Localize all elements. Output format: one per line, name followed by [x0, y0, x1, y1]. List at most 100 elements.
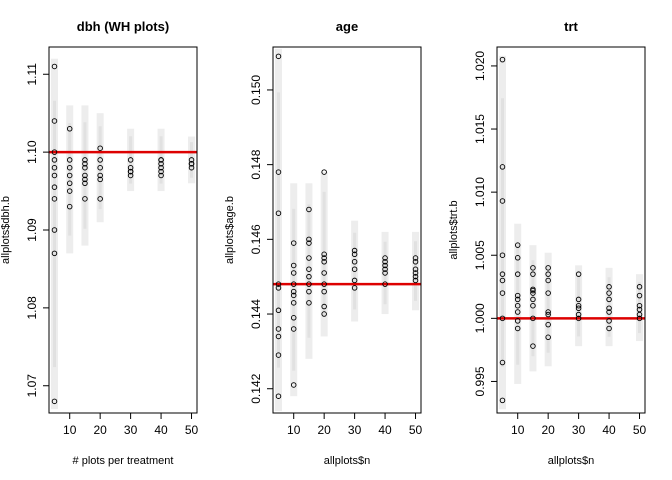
data-point	[514, 309, 521, 315]
data-point	[499, 271, 506, 277]
distribution-band-core	[383, 241, 387, 305]
data-point	[51, 196, 58, 202]
x-tick-label: 10	[63, 423, 77, 437]
data-point	[530, 302, 536, 309]
data-point	[290, 292, 297, 299]
data-point	[545, 334, 551, 341]
data-point	[82, 161, 88, 167]
data-point	[306, 288, 312, 295]
data-point	[499, 315, 506, 322]
data-point	[82, 180, 88, 187]
data-point	[530, 265, 536, 271]
data-point	[412, 255, 419, 261]
distribution-band-core	[68, 123, 72, 236]
y-tick-label: 0.995	[473, 366, 487, 396]
data-point	[97, 145, 103, 151]
data-point	[158, 164, 164, 171]
data-point	[514, 296, 521, 303]
data-point	[382, 281, 388, 287]
data-point	[545, 290, 551, 296]
data-point	[545, 271, 551, 277]
data-point	[412, 273, 419, 280]
data-point	[82, 157, 88, 163]
distribution-band-core	[52, 100, 56, 368]
data-point	[290, 240, 297, 246]
data-point	[275, 333, 282, 340]
data-point	[188, 164, 195, 171]
panel-title: dbh (WH plots)	[77, 19, 169, 34]
y-tick-label: 0.146	[249, 224, 263, 254]
data-point	[606, 325, 612, 332]
data-point	[412, 270, 419, 276]
data-point	[127, 164, 134, 171]
data-point	[275, 326, 282, 332]
data-point	[545, 311, 551, 318]
data-point	[321, 311, 327, 317]
data-point	[606, 290, 612, 296]
distribution-band-core	[500, 98, 504, 367]
panel-1: 10 20 30 40 50 1.07 1.08 1.09 1.10 1.11 dbh (WH pl…	[0, 19, 199, 467]
data-point	[499, 252, 506, 258]
plot-frame	[272, 46, 422, 414]
data-point	[530, 343, 536, 349]
data-point	[275, 53, 282, 60]
data-point	[51, 63, 58, 70]
y-tick-label: 1.020	[473, 51, 487, 81]
data-point	[66, 180, 73, 187]
y-tick-label: 1.08	[25, 296, 39, 320]
data-point	[275, 169, 282, 175]
y-tick-label: 1.015	[473, 114, 487, 144]
distribution-band-core	[83, 122, 87, 229]
data-point	[606, 296, 612, 303]
x-tick-label: 50	[409, 423, 423, 437]
data-point	[82, 172, 88, 179]
data-point	[306, 266, 312, 272]
data-point	[575, 315, 582, 322]
y-axis-label: allplots$age.b	[224, 196, 236, 264]
x-axis-label: allplots$n	[548, 455, 594, 467]
data-point	[275, 352, 282, 358]
data-point	[382, 255, 388, 261]
y-tick-label: 1.010	[473, 177, 487, 207]
plot-frame	[496, 46, 646, 414]
data-point	[412, 266, 419, 272]
panel-3: 10 20 30 40 50 0.995 1.000 1.005 1.010 1.015 1.020…	[448, 19, 647, 467]
data-point	[97, 157, 103, 163]
plot-area	[273, 48, 421, 412]
distribution-band-core	[98, 126, 102, 210]
data-point	[51, 118, 58, 124]
data-point	[97, 172, 103, 179]
data-point	[514, 271, 521, 277]
data-point	[606, 318, 612, 324]
data-point	[499, 359, 506, 366]
data-point	[575, 311, 582, 318]
y-tick-label: 1.11	[25, 63, 39, 86]
data-point	[499, 290, 506, 296]
data-point	[51, 227, 58, 233]
data-point	[321, 255, 327, 261]
data-point	[66, 203, 73, 210]
data-point	[290, 270, 297, 276]
data-point	[351, 285, 358, 291]
data-point	[382, 258, 388, 265]
data-point	[66, 126, 73, 132]
data-point	[82, 196, 88, 202]
x-tick-label: 10	[287, 423, 301, 437]
y-tick-label: 0.148	[249, 149, 263, 179]
x-tick-label: 40	[154, 423, 168, 437]
x-tick-label: 30	[572, 423, 586, 437]
data-point	[321, 281, 327, 287]
data-point	[545, 277, 551, 284]
data-point	[306, 300, 312, 306]
data-point	[275, 281, 282, 287]
data-point	[275, 307, 282, 314]
data-point	[306, 236, 312, 243]
data-point	[158, 168, 164, 175]
data-point	[127, 172, 134, 179]
data-point	[321, 258, 327, 265]
data-point	[351, 266, 358, 272]
data-point	[499, 56, 506, 63]
data-point	[97, 176, 103, 183]
y-tick-label: 1.10	[25, 140, 39, 164]
data-point	[290, 288, 297, 295]
